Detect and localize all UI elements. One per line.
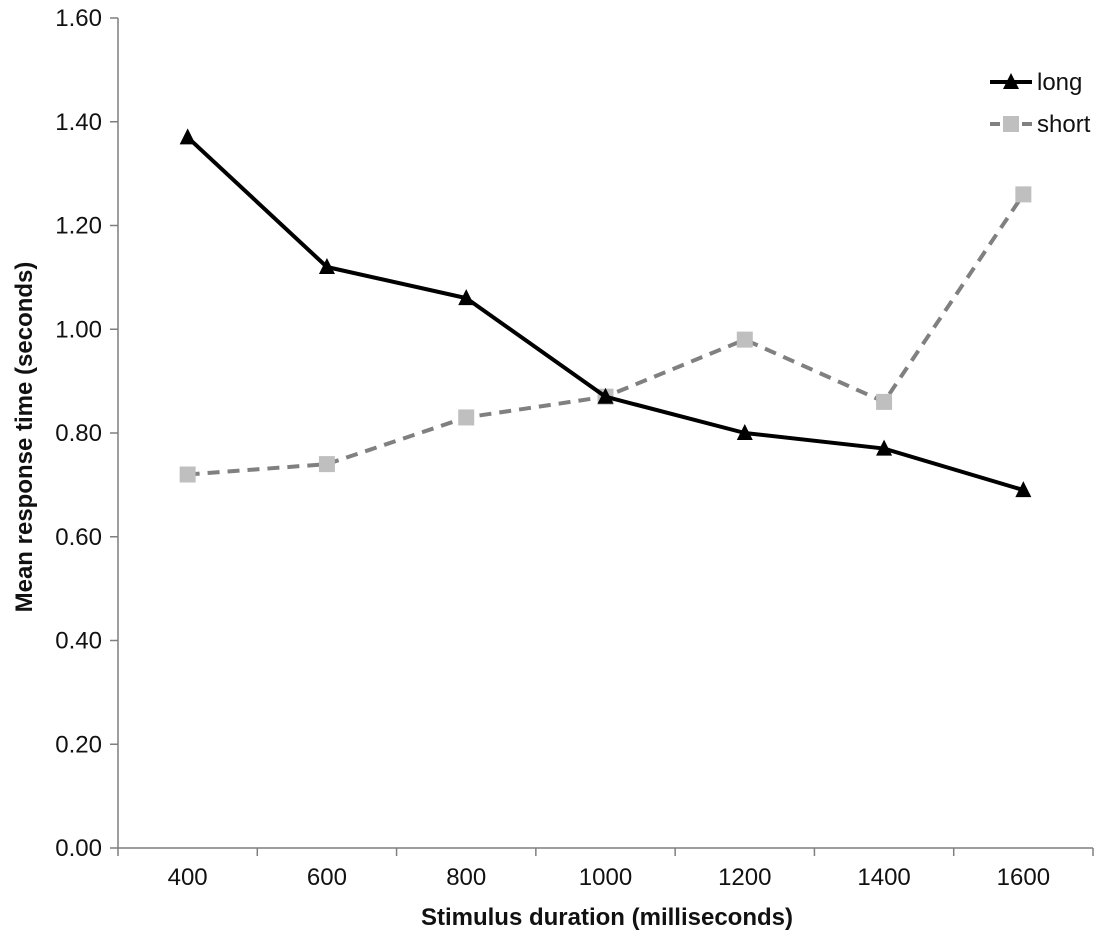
data-point-short xyxy=(1015,186,1031,202)
y-tick-label: 0.40 xyxy=(55,628,102,655)
legend-label-short: short xyxy=(1037,111,1091,138)
legend: long short xyxy=(990,69,1091,138)
y-tick-label: 0.20 xyxy=(55,731,102,758)
series-layer xyxy=(180,128,1032,497)
data-point-short xyxy=(737,332,753,348)
x-tick-label: 600 xyxy=(307,864,347,891)
series-line-long xyxy=(188,137,1024,490)
x-tick-label: 1600 xyxy=(997,864,1050,891)
y-tick-label: 1.40 xyxy=(55,109,102,136)
data-point-short xyxy=(319,456,335,472)
x-tick-label: 1200 xyxy=(718,864,771,891)
legend-label-long: long xyxy=(1037,69,1082,96)
y-axis-title: Mean response time (seconds) xyxy=(11,262,38,613)
x-tick-label: 1000 xyxy=(579,864,632,891)
x-axis-ticks: 400 600 800 1000 1200 1400 1600 xyxy=(118,848,1093,891)
data-point-short xyxy=(458,409,474,425)
axes xyxy=(118,18,1093,848)
series-short xyxy=(180,186,1032,482)
y-tick-label: 1.60 xyxy=(55,5,102,32)
y-tick-label: 0.80 xyxy=(55,420,102,447)
series-long xyxy=(180,128,1032,497)
x-axis-title: Stimulus duration (milliseconds) xyxy=(421,904,793,931)
legend-marker-short xyxy=(1003,116,1019,132)
y-tick-label: 1.20 xyxy=(55,213,102,240)
x-tick-label: 400 xyxy=(168,864,208,891)
data-point-long xyxy=(180,128,196,144)
series-line-short xyxy=(188,194,1024,474)
x-tick-label: 800 xyxy=(446,864,486,891)
data-point-short xyxy=(180,467,196,483)
x-tick-label: 1400 xyxy=(857,864,910,891)
y-tick-label: 0.60 xyxy=(55,524,102,551)
data-point-short xyxy=(876,394,892,410)
y-tick-label: 1.00 xyxy=(55,316,102,343)
y-axis-ticks: 0.00 0.20 0.40 0.60 0.80 1.00 1.20 1.40 1.60 xyxy=(55,5,118,862)
y-tick-label: 0.00 xyxy=(55,835,102,862)
